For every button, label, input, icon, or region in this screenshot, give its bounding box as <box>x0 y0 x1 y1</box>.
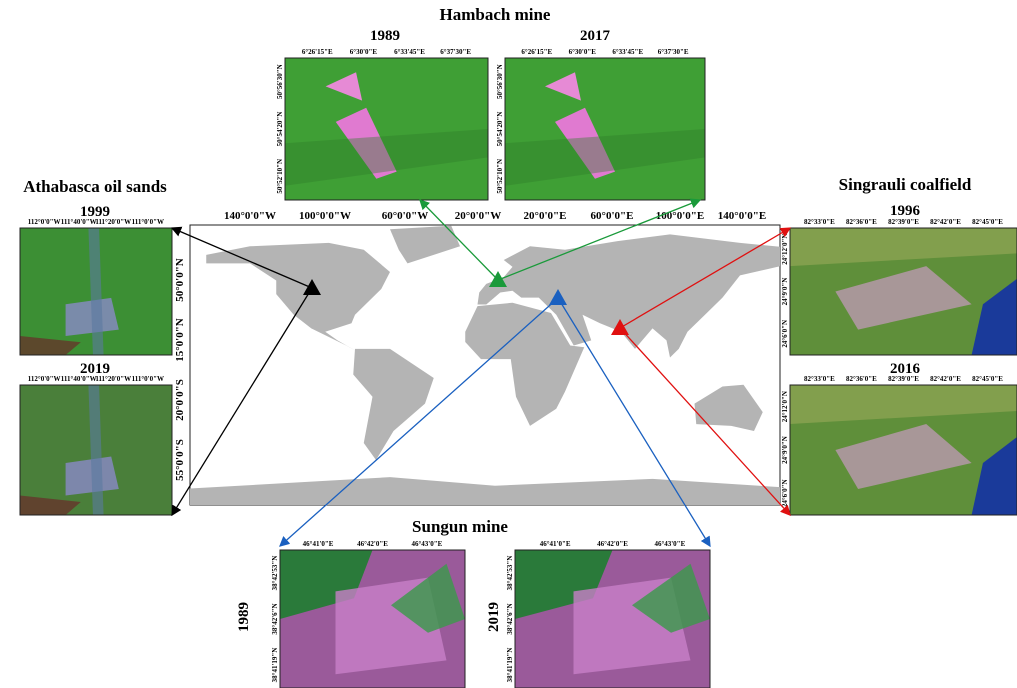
image-lat-label: 50°52'10"N <box>496 159 504 194</box>
image-lon-label: 46°43'0"E <box>412 540 443 548</box>
image-lon-label: 82°36'0"E <box>846 218 877 226</box>
image-lat-label: 24°6'0"N <box>781 479 789 507</box>
image-lon-label: 82°45'0"E <box>972 375 1003 383</box>
image-panel <box>20 228 172 355</box>
image-lon-label: 6°26'15"E <box>302 48 333 56</box>
panel-year: 1989 <box>370 28 400 44</box>
image-lon-label: 82°42'0"E <box>930 375 961 383</box>
image-lat-label: 50°52'10"N <box>276 159 284 194</box>
image-lon-label: 46°41'0"E <box>303 540 334 548</box>
panel-year: 1989 <box>236 602 252 632</box>
latitude-label: 55°0'0"S <box>174 439 186 481</box>
image-panel <box>280 550 465 688</box>
image-lon-label: 112°0'0"W <box>28 375 61 383</box>
longitude-label: 140°0'0"E <box>718 210 766 222</box>
image-panel <box>515 550 710 688</box>
latitude-label: 20°0'0"S <box>174 379 186 421</box>
site-title: Sungun mine <box>412 517 508 536</box>
image-lon-label: 46°41'0"E <box>540 540 571 548</box>
image-lat-label: 24°12'0"N <box>781 234 789 265</box>
site-title: Hambach mine <box>440 5 551 24</box>
image-lon-label: 111°40'0"W <box>61 218 97 226</box>
image-lon-label: 6°37'30"E <box>440 48 471 56</box>
image-lon-label: 82°42'0"E <box>930 218 961 226</box>
longitude-label: 140°0'0"W <box>224 210 276 222</box>
longitude-label: 20°0'0"E <box>524 210 567 222</box>
image-lon-label: 111°40'0"W <box>61 375 97 383</box>
image-lat-label: 50°54'20"N <box>496 112 504 147</box>
figure: 140°0'0"W 100°0'0"W 60°0'0"W 20°0'0"W 20°0'0… <box>0 0 1017 688</box>
image-lat-label: 24°12'0"N <box>781 391 789 422</box>
longitude-label: 60°0'0"W <box>382 210 429 222</box>
image-lat-label: 24°9'0"N <box>781 278 789 306</box>
image-lon-label: 111°0'0"W <box>132 375 164 383</box>
image-lat-label: 50°56'30"N <box>276 64 284 99</box>
image-lon-label: 6°30'0"E <box>350 48 378 56</box>
image-lat-label: 24°6'0"N <box>781 320 789 348</box>
image-lon-label: 6°33'45"E <box>612 48 643 56</box>
longitude-label: 100°0'0"E <box>656 210 704 222</box>
latitude-label: 15°0'0"N <box>174 318 186 362</box>
image-lat-label: 38°42'6"N <box>271 603 279 634</box>
image-lat-label: 50°54'20"N <box>276 112 284 147</box>
panel-year: 1996 <box>890 203 921 219</box>
image-lon-label: 6°33'45"E <box>394 48 425 56</box>
longitude-label: 20°0'0"W <box>455 210 502 222</box>
image-lon-label: 46°43'0"E <box>654 540 685 548</box>
image-lon-label: 6°37'30"E <box>658 48 689 56</box>
longitude-label: 60°0'0"E <box>591 210 634 222</box>
image-panel <box>505 58 705 200</box>
image-lon-label: 82°45'0"E <box>972 218 1003 226</box>
image-panel <box>790 385 1017 515</box>
image-panel <box>790 228 1017 355</box>
image-lat-label: 38°41'19"N <box>271 648 279 683</box>
image-lon-label: 111°20'0"W <box>95 375 131 383</box>
image-lon-label: 111°0'0"W <box>132 218 164 226</box>
image-lon-label: 82°39'0"E <box>888 218 919 226</box>
panel-year: 2017 <box>580 28 611 44</box>
image-lon-label: 82°39'0"E <box>888 375 919 383</box>
image-panel <box>20 385 172 515</box>
latitude-label: 50°0'0"N <box>174 258 186 302</box>
image-lon-label: 6°30'0"E <box>569 48 597 56</box>
site-title: Athabasca oil sands <box>23 177 167 196</box>
image-lon-label: 46°42'0"E <box>597 540 628 548</box>
image-lat-label: 50°56'30"N <box>496 64 504 99</box>
image-lon-label: 112°0'0"W <box>28 218 61 226</box>
site-title: Singrauli coalfield <box>839 175 972 194</box>
image-lon-label: 82°36'0"E <box>846 375 877 383</box>
image-lon-label: 111°20'0"W <box>95 218 131 226</box>
image-lon-label: 82°33'0"E <box>804 375 835 383</box>
image-lon-label: 46°42'0"E <box>357 540 388 548</box>
image-lat-label: 38°41'19"N <box>506 648 514 683</box>
image-lat-label: 38°42'53"N <box>506 556 514 591</box>
image-lon-label: 82°33'0"E <box>804 218 835 226</box>
image-lat-label: 24°9'0"N <box>781 436 789 464</box>
image-panel <box>285 58 488 200</box>
longitude-label: 100°0'0"W <box>299 210 351 222</box>
image-lon-label: 6°26'15"E <box>521 48 552 56</box>
image-lat-label: 38°42'53"N <box>271 556 279 591</box>
panel-year: 2019 <box>486 602 502 632</box>
image-lat-label: 38°42'6"N <box>506 603 514 634</box>
